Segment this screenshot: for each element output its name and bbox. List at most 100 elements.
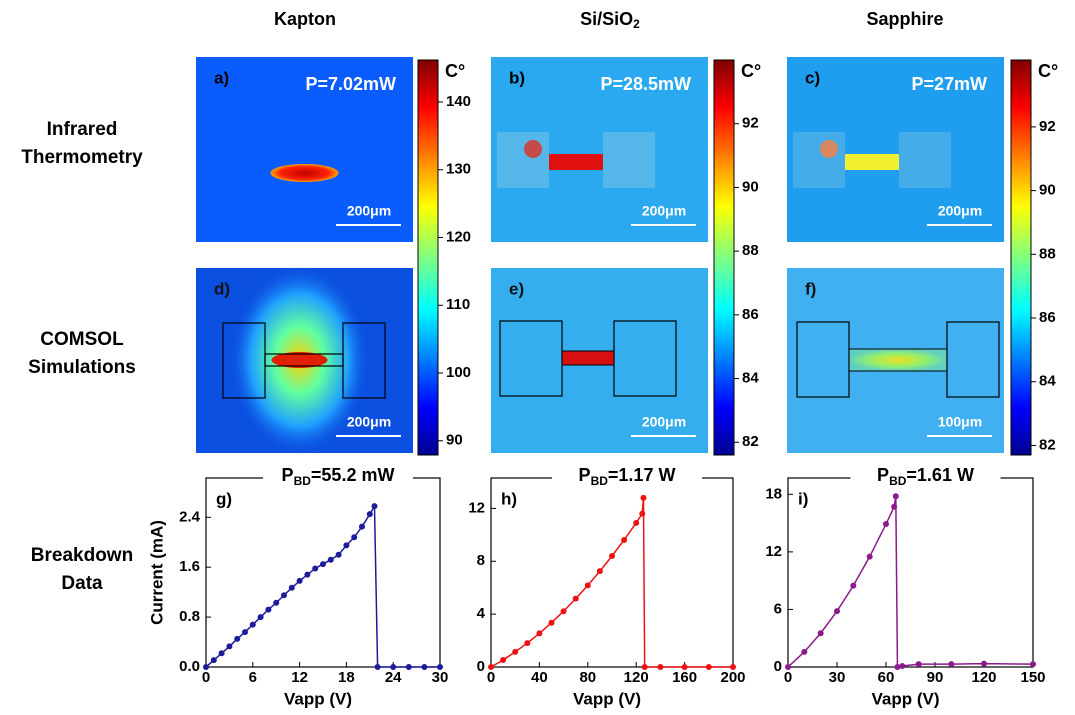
chart-title: PBD=1.17 W <box>579 465 676 488</box>
data-point <box>488 664 494 670</box>
colorbar-tick-label: 86 <box>1039 309 1056 326</box>
x-tick-label: 0 <box>784 669 792 686</box>
power-label: P=27mW <box>911 74 987 94</box>
pad <box>899 132 951 188</box>
data-point <box>304 571 311 578</box>
y-tick-label: 6 <box>774 600 782 617</box>
y-tick-label: 0 <box>477 658 485 675</box>
data-point <box>850 582 857 589</box>
data-point <box>371 503 378 510</box>
data-point <box>320 561 326 568</box>
data-point <box>366 511 373 518</box>
data-point <box>226 643 233 650</box>
y-tick-label: 0.8 <box>179 608 200 625</box>
colorbar-tick-label: 110 <box>446 296 470 313</box>
x-axis-label: Vapp (V) <box>284 689 352 708</box>
chart-title: PBD=1.61 W <box>877 465 974 488</box>
data-line <box>205 503 440 668</box>
y-tick-label: 2.4 <box>179 508 201 525</box>
colorbar-label: C° <box>741 61 761 81</box>
data-point <box>915 661 922 668</box>
data-point <box>730 664 736 670</box>
data-point <box>609 552 615 559</box>
wire <box>848 348 948 372</box>
data-point <box>296 577 303 584</box>
data-point <box>639 510 646 517</box>
colorbar-tick-label: 130 <box>446 161 471 178</box>
data-point <box>892 493 899 500</box>
data-point <box>548 619 555 626</box>
data-point <box>405 664 412 670</box>
title-text: P <box>282 465 294 485</box>
scale-label: 200μm <box>347 203 391 219</box>
data-point <box>981 660 987 667</box>
colorbar-tick-label: 120 <box>446 228 471 245</box>
colorbar <box>713 59 735 456</box>
y-tick-label: 0.0 <box>179 658 200 675</box>
title-bg <box>263 466 413 490</box>
heatmap <box>196 57 413 242</box>
colorbar-tick-label: 100 <box>446 364 471 381</box>
data-point <box>374 664 381 670</box>
data-point <box>257 614 264 621</box>
data-point <box>437 664 443 670</box>
column-title-text: Sapphire <box>866 9 943 29</box>
panel-label: d) <box>214 279 230 298</box>
hotspot <box>271 352 328 368</box>
data-point <box>641 664 648 670</box>
data-point <box>883 521 889 528</box>
x-axis-label: Vapp (V) <box>573 689 641 708</box>
pad <box>793 132 845 188</box>
panel-label: a) <box>214 68 229 87</box>
data-point <box>288 584 295 591</box>
colorbar-tick-label: 92 <box>1039 118 1056 135</box>
title-bg <box>552 466 702 490</box>
power-label: P=7.02mW <box>305 74 396 94</box>
hotspot <box>820 140 838 158</box>
x-tick-label: 60 <box>878 669 895 686</box>
panel-label: g) <box>216 489 232 508</box>
colorbar-label: C° <box>445 61 465 81</box>
title-subscript: BD <box>294 474 312 488</box>
data-point <box>210 657 217 664</box>
colorbar-tick-label: 140 <box>446 93 471 110</box>
data-point <box>343 542 350 549</box>
row-label: Simulations <box>28 357 136 378</box>
column-title: Si/SiO2 <box>580 9 640 31</box>
data-point <box>596 568 603 575</box>
x-tick-label: 30 <box>829 669 846 686</box>
y-tick-label: 18 <box>765 485 782 502</box>
data-point <box>359 523 365 530</box>
data-point <box>866 553 873 560</box>
data-point <box>584 582 591 589</box>
data-point <box>899 663 906 670</box>
title-subscript: BD <box>889 474 907 488</box>
x-tick-label: 90 <box>927 669 944 686</box>
scale-label: 200μm <box>347 414 391 430</box>
data-point <box>536 630 543 637</box>
x-tick-label: 0 <box>202 669 210 686</box>
data-point <box>500 656 507 663</box>
x-tick-label: 18 <box>338 669 355 686</box>
hotspot <box>524 140 542 158</box>
data-point <box>242 629 248 636</box>
scale-label: 200μm <box>642 203 686 219</box>
scale-label: 200μm <box>642 414 686 430</box>
title-text: P <box>579 465 591 485</box>
y-tick-label: 12 <box>765 543 782 560</box>
y-tick-label: 12 <box>468 499 485 516</box>
panel-label: b) <box>509 68 525 87</box>
colorbar-tick-label: 86 <box>742 306 759 323</box>
data-point <box>705 664 712 670</box>
scale-label: 200μm <box>938 203 982 219</box>
wire <box>561 350 615 366</box>
data-point <box>351 534 358 541</box>
data-point <box>894 664 901 670</box>
x-tick-label: 120 <box>624 669 649 686</box>
data-point <box>891 503 898 510</box>
colorbar-tick-label: 92 <box>742 115 759 132</box>
row-label: COMSOL <box>40 329 124 350</box>
y-tick-label: 4 <box>477 605 486 622</box>
y-axis-label: Current (mA) <box>147 520 166 625</box>
